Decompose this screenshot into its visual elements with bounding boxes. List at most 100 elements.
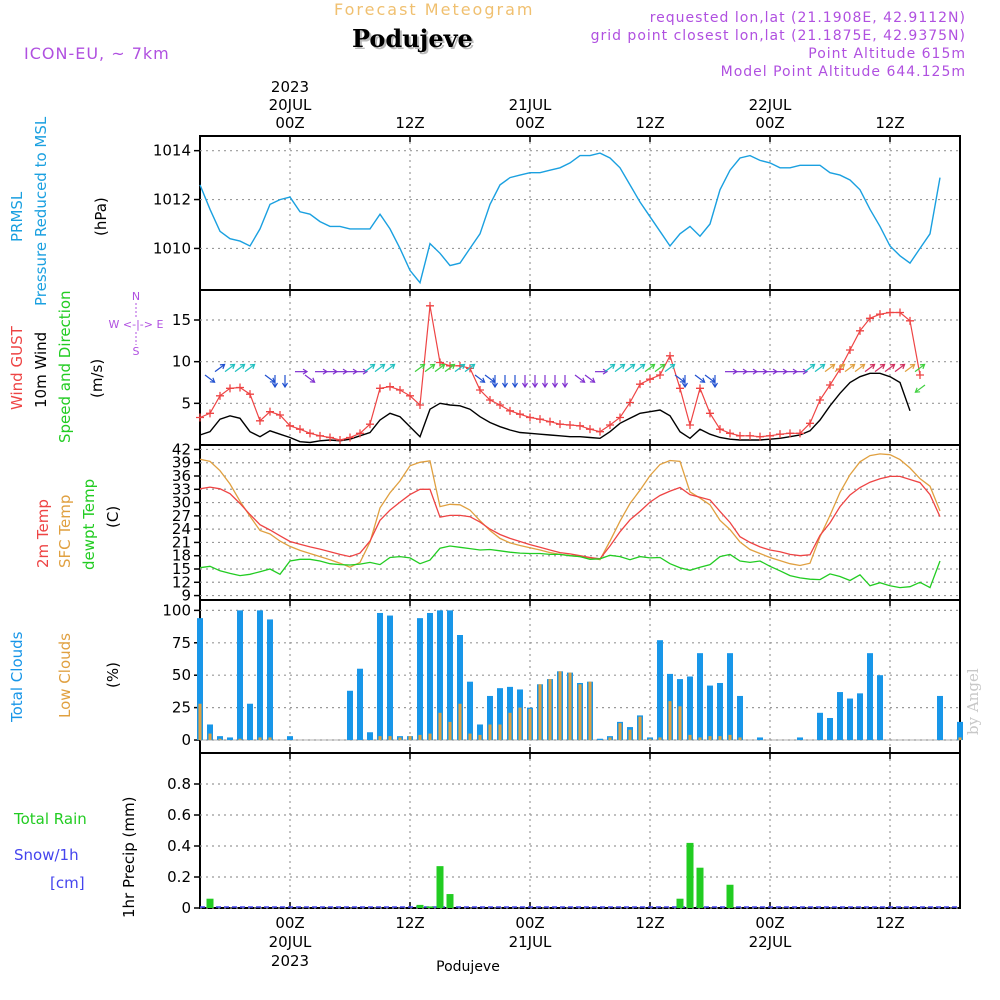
y-tick-label: 15 bbox=[172, 560, 191, 578]
wind-arrow-head bbox=[639, 363, 646, 370]
total-cloud-bar bbox=[477, 724, 483, 741]
y-tick-label: 30 bbox=[172, 494, 191, 512]
total-cloud-bar bbox=[237, 610, 243, 741]
compass-south: S bbox=[133, 345, 140, 358]
total-cloud-bar bbox=[487, 695, 493, 741]
wind-direction-arrow bbox=[874, 363, 885, 373]
wind-arrow-head bbox=[491, 382, 499, 389]
gust-marker bbox=[766, 431, 774, 440]
gust-marker bbox=[366, 420, 374, 429]
low-cloud-bar bbox=[408, 736, 412, 741]
total-cloud-bar bbox=[847, 698, 853, 741]
gust-marker bbox=[266, 407, 274, 416]
gust-marker bbox=[286, 421, 294, 430]
y-tick-label: 15 bbox=[172, 311, 191, 329]
rain-label: Total Rain bbox=[14, 810, 87, 828]
wind-arrow-head bbox=[899, 363, 906, 370]
total-cloud-bar bbox=[597, 738, 603, 741]
total-cloud-bar bbox=[377, 612, 383, 741]
gust-marker bbox=[246, 390, 254, 399]
gust-marker bbox=[526, 413, 534, 422]
total-cloud-bar bbox=[387, 615, 393, 741]
low-cloud-bar bbox=[478, 734, 482, 741]
wind-arrow-head bbox=[659, 363, 666, 370]
total-cloud-bar bbox=[457, 635, 463, 741]
total-cloud-bar bbox=[347, 690, 353, 741]
total-cloud-bar bbox=[287, 736, 293, 741]
gust-marker bbox=[376, 384, 384, 393]
time-tick-label-bottom: 12Z bbox=[635, 914, 664, 932]
low-cloud-bar bbox=[668, 701, 672, 741]
day-label-top: 22JUL bbox=[749, 96, 792, 114]
wind-gust-line bbox=[199, 305, 921, 441]
y-tick-label: 0.8 bbox=[167, 775, 191, 793]
time-tick-label-bottom: 00Z bbox=[275, 914, 304, 932]
y-tick-label: 1012 bbox=[153, 191, 191, 209]
gust-marker bbox=[576, 421, 584, 430]
total-cloud-bar bbox=[837, 692, 843, 741]
wind-arrow-head bbox=[281, 382, 289, 389]
wind-arrow-head bbox=[379, 363, 386, 370]
wind-arrow-head bbox=[439, 363, 446, 370]
time-tick-label-top: 12Z bbox=[395, 114, 424, 132]
gust-marker bbox=[826, 381, 834, 389]
total-cloud-bar bbox=[717, 682, 723, 741]
total-cloud-bar bbox=[367, 732, 373, 741]
low-cloud-bar bbox=[588, 681, 592, 741]
low-cloud-bar bbox=[648, 738, 652, 741]
wind-direction-arrow bbox=[444, 363, 455, 373]
gust-marker bbox=[726, 429, 734, 438]
gust-marker bbox=[346, 433, 354, 442]
wind-arrow-head bbox=[219, 363, 226, 370]
y-tick-label: 10 bbox=[172, 353, 191, 371]
wind-direction-arrow bbox=[844, 363, 855, 373]
wind-arrow-head bbox=[629, 363, 636, 370]
gust-marker bbox=[536, 415, 544, 424]
low-cloud-bar bbox=[628, 729, 632, 741]
gust-marker bbox=[356, 429, 364, 438]
wind-direction-arrow bbox=[584, 374, 595, 383]
gust-marker bbox=[636, 380, 644, 389]
total-cloud-bar bbox=[417, 618, 423, 741]
low-cloud-bar bbox=[658, 737, 662, 741]
station-name: Podujeve bbox=[352, 24, 473, 53]
gust-marker bbox=[256, 416, 264, 425]
wind-direction-arrow bbox=[654, 363, 665, 373]
gust-marker bbox=[416, 401, 424, 409]
wind-arrow-head bbox=[919, 363, 926, 370]
wind-direction-arrow bbox=[364, 363, 375, 373]
y-tick-label: 33 bbox=[172, 480, 191, 498]
time-tick-label-bottom: 00Z bbox=[755, 914, 784, 932]
low-cloud-bar bbox=[638, 716, 642, 741]
low-cloud-bar bbox=[438, 712, 442, 741]
grid-point-coords: grid point closest lon,lat (21.1875E, 42… bbox=[590, 28, 966, 44]
gust-marker bbox=[896, 308, 904, 317]
low-cloud-bar bbox=[718, 736, 722, 741]
time-tick-label-top: 12Z bbox=[875, 114, 904, 132]
panel-frame bbox=[199, 444, 961, 601]
point-altitude: Point Altitude 615m bbox=[808, 46, 966, 62]
y-tick-label: 75 bbox=[172, 634, 191, 652]
low-cloud-bar bbox=[208, 733, 212, 741]
wind-arrow-head bbox=[909, 363, 916, 370]
wind-arrow-head bbox=[619, 363, 626, 370]
wind-direction-arrow bbox=[804, 363, 815, 373]
wind-direction-arrow bbox=[864, 363, 875, 373]
gust-marker bbox=[566, 421, 574, 429]
gust-marker bbox=[306, 429, 314, 438]
gust-marker bbox=[476, 386, 484, 394]
wind-arrow-head bbox=[609, 363, 616, 370]
low-cloud-bar bbox=[738, 737, 742, 741]
total-cloud-bar bbox=[707, 685, 713, 741]
wind-arrow-head bbox=[229, 363, 236, 370]
rain-bar bbox=[686, 842, 694, 908]
y-tick-label: 50 bbox=[172, 666, 191, 684]
wind-arrow-head bbox=[849, 363, 856, 370]
time-tick-label-top: 00Z bbox=[515, 114, 544, 132]
wind-direction-arrow bbox=[884, 363, 895, 373]
wind-direction-arrow bbox=[304, 374, 315, 383]
wind-direction-arrow bbox=[384, 363, 395, 373]
rain-bar bbox=[696, 867, 704, 908]
wind-arrow-head bbox=[429, 363, 436, 370]
y-tick-label: 24 bbox=[172, 520, 191, 538]
